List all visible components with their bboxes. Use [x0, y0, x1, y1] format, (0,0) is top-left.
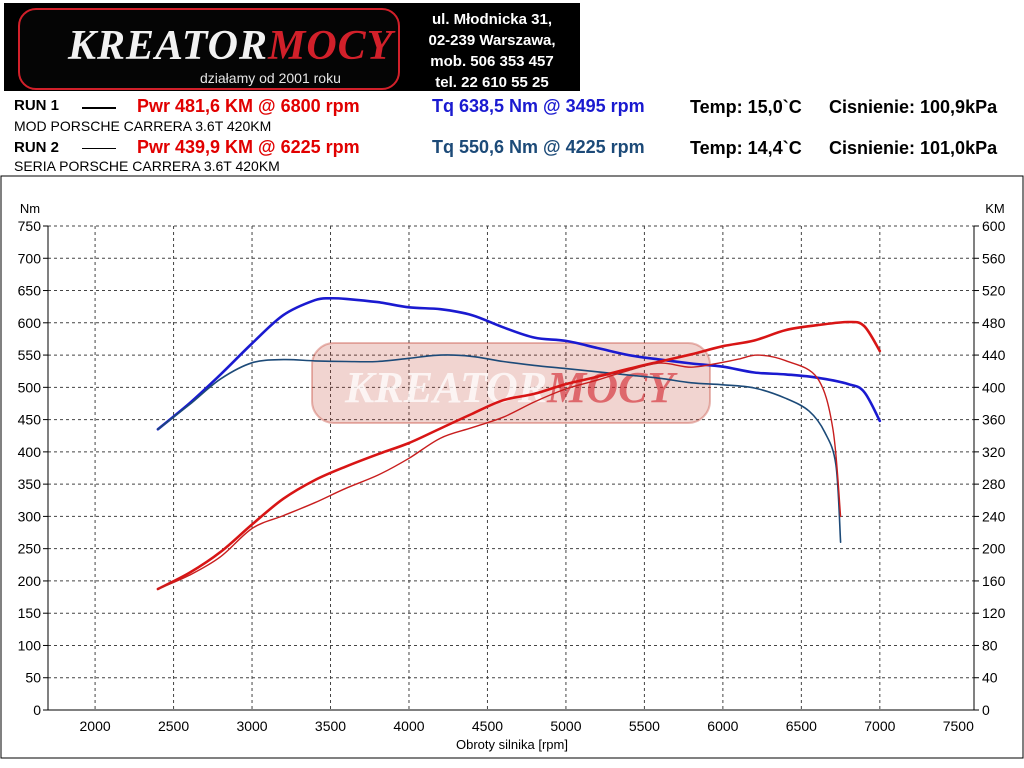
- x-tick-label: 2000: [80, 718, 111, 734]
- y-left-tick-label: 700: [18, 250, 42, 266]
- y-left-unit: Nm: [20, 201, 40, 216]
- y-left-tick-label: 400: [18, 444, 42, 460]
- x-tick-label: 5000: [550, 718, 581, 734]
- x-tick-label: 3000: [236, 718, 267, 734]
- run1-temperature: Temp: 15,0`C: [690, 97, 802, 117]
- y-right-tick-label: 160: [982, 573, 1006, 589]
- y-left-tick-label: 550: [18, 347, 42, 363]
- logo-tagline: działamy od 2001 roku: [200, 70, 341, 86]
- run2-label: RUN 2: [14, 139, 60, 156]
- watermark: KREATORMOCY: [311, 342, 711, 424]
- y-right-unit: KM: [985, 201, 1005, 216]
- run2-vehicle-name: SERIA PORSCHE CARRERA 3.6T 420KM: [14, 158, 280, 174]
- logo-main-text: KREATOR: [68, 23, 268, 69]
- run1-vehicle-name: MOD PORSCHE CARRERA 3.6T 420KM: [14, 118, 272, 134]
- watermark-badge: [311, 342, 711, 424]
- run2-torque-line: [157, 354, 842, 543]
- y-right-tick-label: 280: [982, 476, 1006, 492]
- x-tick-label: 5500: [629, 718, 660, 734]
- y-left-tick-label: 250: [18, 541, 42, 557]
- run2-power-peak: Pwr 439,9 KM @ 6225 rpm: [137, 137, 360, 157]
- address-line: mob. 506 353 457: [430, 53, 554, 70]
- chart-series: [156, 296, 882, 591]
- y-right-tick-label: 0: [982, 702, 990, 718]
- y-right-tick-label: 320: [982, 444, 1006, 460]
- y-left-tick-label: 650: [18, 283, 42, 299]
- run2-legend-line: [82, 148, 116, 149]
- address-line: ul. Młodnicka 31,: [431, 11, 553, 28]
- y-right-tick-label: 440: [982, 347, 1006, 363]
- x-tick-label: 2500: [158, 718, 189, 734]
- y-left-tick-label: 500: [18, 379, 42, 395]
- run2-power-line: [157, 354, 842, 590]
- logo-banner: KREATORMOCY działamy od 2001 roku ul. Mł…: [4, 3, 580, 91]
- y-right-tick-label: 240: [982, 508, 1006, 524]
- y-left-tick-label: 0: [33, 702, 41, 718]
- run1-legend-line: [82, 107, 116, 109]
- x-tick-label: 6500: [786, 718, 817, 734]
- y-left-tick-label: 100: [18, 637, 42, 653]
- logo-accent-text: MOCY: [267, 23, 394, 69]
- run1-torque-peak: Tq 638,5 Nm @ 3495 rpm: [432, 96, 645, 116]
- y-right-tick-label: 360: [982, 412, 1006, 428]
- y-right-tick-label: 400: [982, 379, 1006, 395]
- chart-frame: [0, 175, 1024, 759]
- run1-torque-line: [156, 296, 882, 431]
- y-left-tick-label: 450: [18, 412, 42, 428]
- y-right-tick-label: 80: [982, 637, 998, 653]
- y-right-tick-label: 560: [982, 250, 1006, 266]
- address-block: ul. Młodnicka 31, 02-239 Warszawa, mob. …: [404, 9, 580, 93]
- run1-pressure: Cisnienie: 100,9kPa: [829, 97, 998, 117]
- run1-power-line: [156, 320, 882, 591]
- logo-wordmark: KREATORMOCY: [68, 22, 393, 70]
- x-tick-label: 7000: [864, 718, 895, 734]
- y-left-tick-label: 300: [18, 508, 42, 524]
- x-tick-label: 7500: [943, 718, 974, 734]
- address-line: tel. 22 610 55 25: [435, 74, 549, 91]
- x-tick-label: 3500: [315, 718, 346, 734]
- y-right-tick-label: 200: [982, 541, 1006, 557]
- run2-torque-peak: Tq 550,6 Nm @ 4225 rpm: [432, 137, 645, 157]
- run1-power-peak: Pwr 481,6 KM @ 6800 rpm: [137, 96, 360, 116]
- logo-badge: KREATORMOCY działamy od 2001 roku: [18, 8, 400, 90]
- chart-grid: [48, 225, 974, 710]
- y-right-tick-label: 120: [982, 605, 1006, 621]
- run2-temperature: Temp: 14,4`C: [690, 138, 802, 158]
- y-left-tick-label: 350: [18, 476, 42, 492]
- run2-pressure: Cisnienie: 101,0kPa: [829, 138, 998, 158]
- y-right-tick-label: 600: [982, 218, 1006, 234]
- y-left-tick-label: 750: [18, 218, 42, 234]
- y-left-tick-label: 50: [25, 670, 41, 686]
- y-right-tick-label: 480: [982, 315, 1006, 331]
- y-left-tick-label: 600: [18, 315, 42, 331]
- y-left-tick-label: 200: [18, 573, 42, 589]
- x-axis-title: Obroty silnika [rpm]: [456, 737, 568, 752]
- x-tick-label: 4000: [393, 718, 424, 734]
- y-right-tick-label: 520: [982, 283, 1006, 299]
- x-tick-label: 6000: [707, 718, 738, 734]
- run1-label: RUN 1: [14, 97, 60, 114]
- y-right-tick-label: 40: [982, 670, 998, 686]
- address-line: 02-239 Warszawa,: [428, 32, 556, 49]
- chart-axes: 2000 2500 3000 3500 4000 4500 5000 5500 6000 6500…: [18, 218, 1006, 734]
- x-tick-label: 4500: [472, 718, 503, 734]
- y-left-tick-label: 150: [18, 605, 42, 621]
